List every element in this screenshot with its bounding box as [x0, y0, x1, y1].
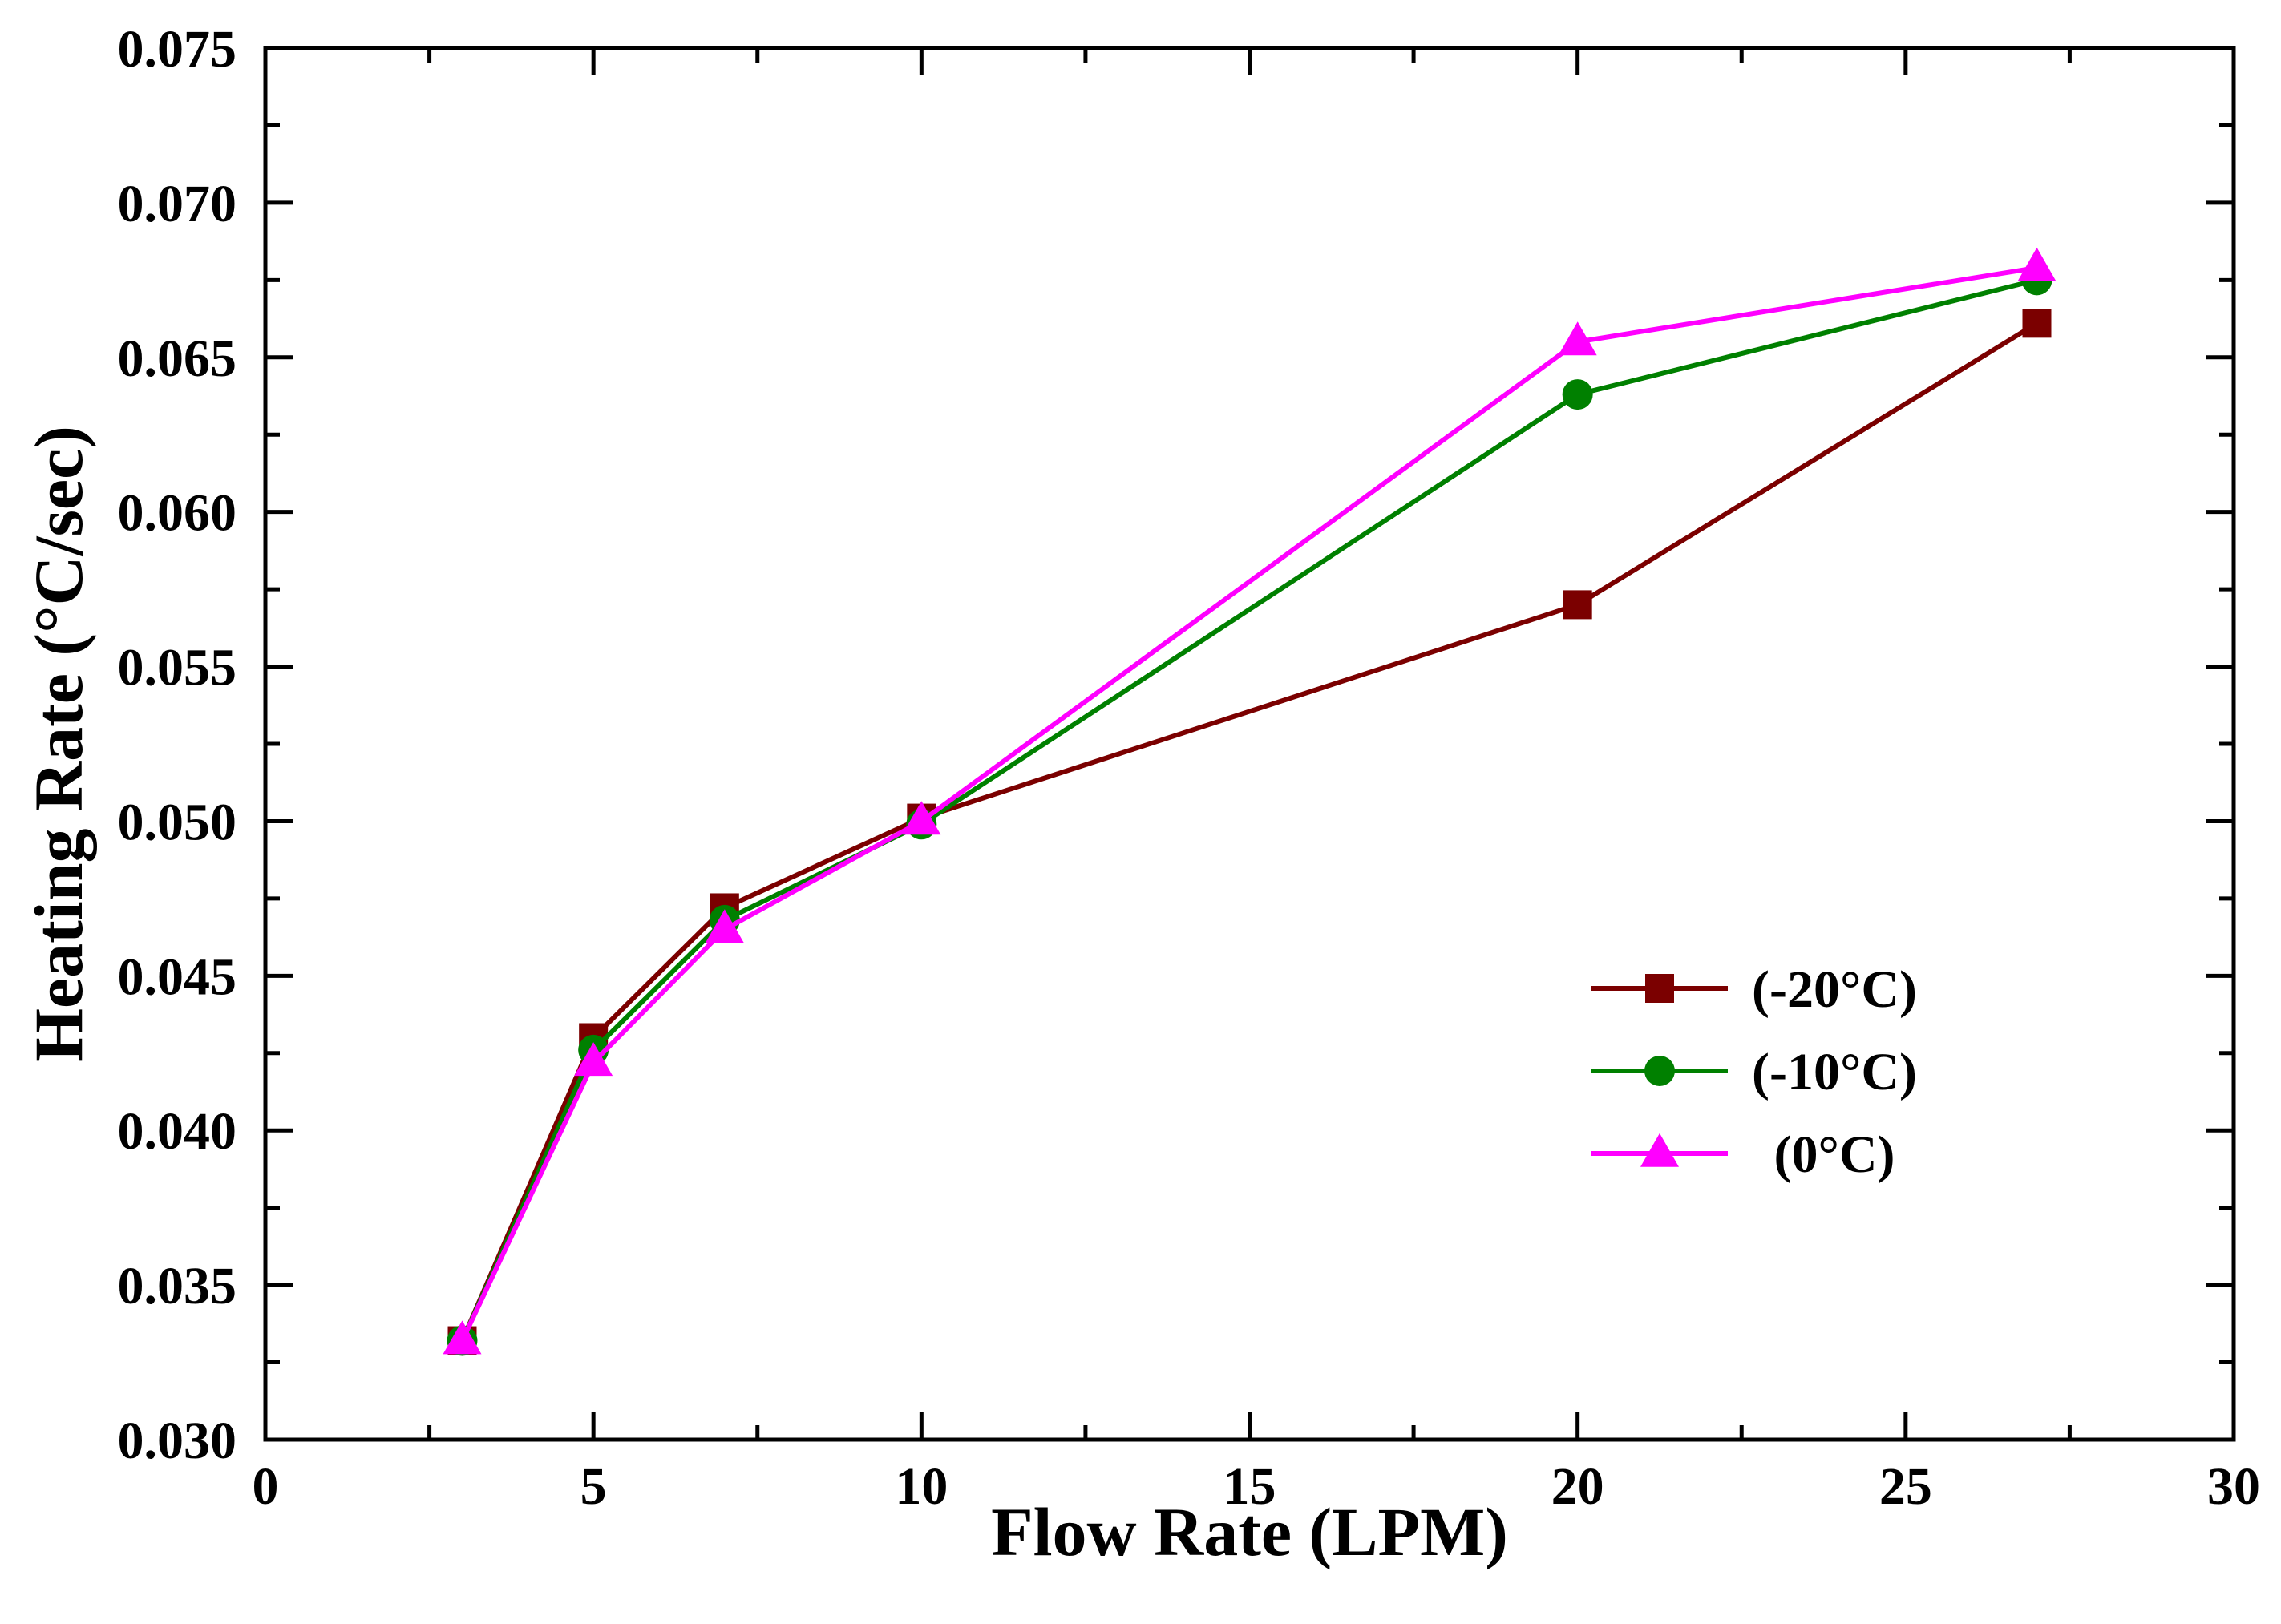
- data-point: [2022, 309, 2052, 338]
- series-0: [447, 309, 2052, 1355]
- y-tick-label: 0.070: [118, 175, 237, 233]
- plot-frame: [263, 46, 2236, 1442]
- legend-label: (-20°C): [1752, 960, 1917, 1019]
- series-line: [459, 321, 2039, 1342]
- legend-item: (0°C): [1591, 1125, 1895, 1184]
- data-point: [902, 801, 941, 835]
- series-line: [459, 265, 2037, 1342]
- y-tick-label: 0.050: [118, 793, 237, 851]
- data-point: [1558, 321, 1597, 356]
- y-axis-title: Heating Rate (°C/sec): [20, 426, 97, 1062]
- x-tick-label: 15: [1223, 1457, 1276, 1516]
- data-point: [443, 1320, 482, 1355]
- legend-item: (-20°C): [1591, 960, 1917, 1019]
- legend-marker: [1645, 974, 1674, 1003]
- y-tick-label: 0.040: [118, 1102, 237, 1161]
- data-point: [1563, 590, 1592, 620]
- x-tick-label: 5: [580, 1457, 607, 1516]
- x-tick-label: 10: [895, 1457, 948, 1516]
- y-tick-label: 0.045: [118, 947, 237, 1006]
- y-tick-label: 0.065: [118, 329, 237, 388]
- series-1: [447, 265, 2052, 1356]
- data-point: [574, 1042, 613, 1077]
- y-tick-label: 0.035: [118, 1257, 237, 1315]
- series-2: [443, 247, 2057, 1355]
- y-tick-label: 0.060: [118, 484, 237, 543]
- y-tick-label: 0.075: [118, 20, 237, 79]
- legend-item: (-10°C): [1591, 1043, 1917, 1101]
- legend-label: (-10°C): [1752, 1043, 1917, 1101]
- data-point: [705, 909, 744, 943]
- x-tick-label: 25: [1879, 1457, 1932, 1516]
- x-tick-label: 30: [2207, 1457, 2260, 1516]
- x-tick-label: 20: [1551, 1457, 1604, 1516]
- legend: (-20°C) (-10°C) (0°C): [1591, 960, 1917, 1184]
- x-axis-title: Flow Rate (LPM): [991, 1493, 1508, 1570]
- x-tick-label: 0: [253, 1457, 279, 1516]
- y-tick-label: 0.030: [118, 1412, 237, 1470]
- data-point: [2017, 247, 2057, 281]
- legend-marker: [1640, 1133, 1679, 1167]
- series-layer: [443, 247, 2057, 1356]
- data-point: [1562, 379, 1593, 410]
- y-tick-label: 0.055: [118, 639, 237, 697]
- legend-label: (0°C): [1773, 1125, 1895, 1184]
- ticks-layer: 0 5 10 15 20 25 30 0.030 0.035 0.040 0.045 0.050 0.0…: [118, 20, 2261, 1516]
- legend-marker: [1644, 1056, 1675, 1086]
- series-line: [459, 277, 2038, 1342]
